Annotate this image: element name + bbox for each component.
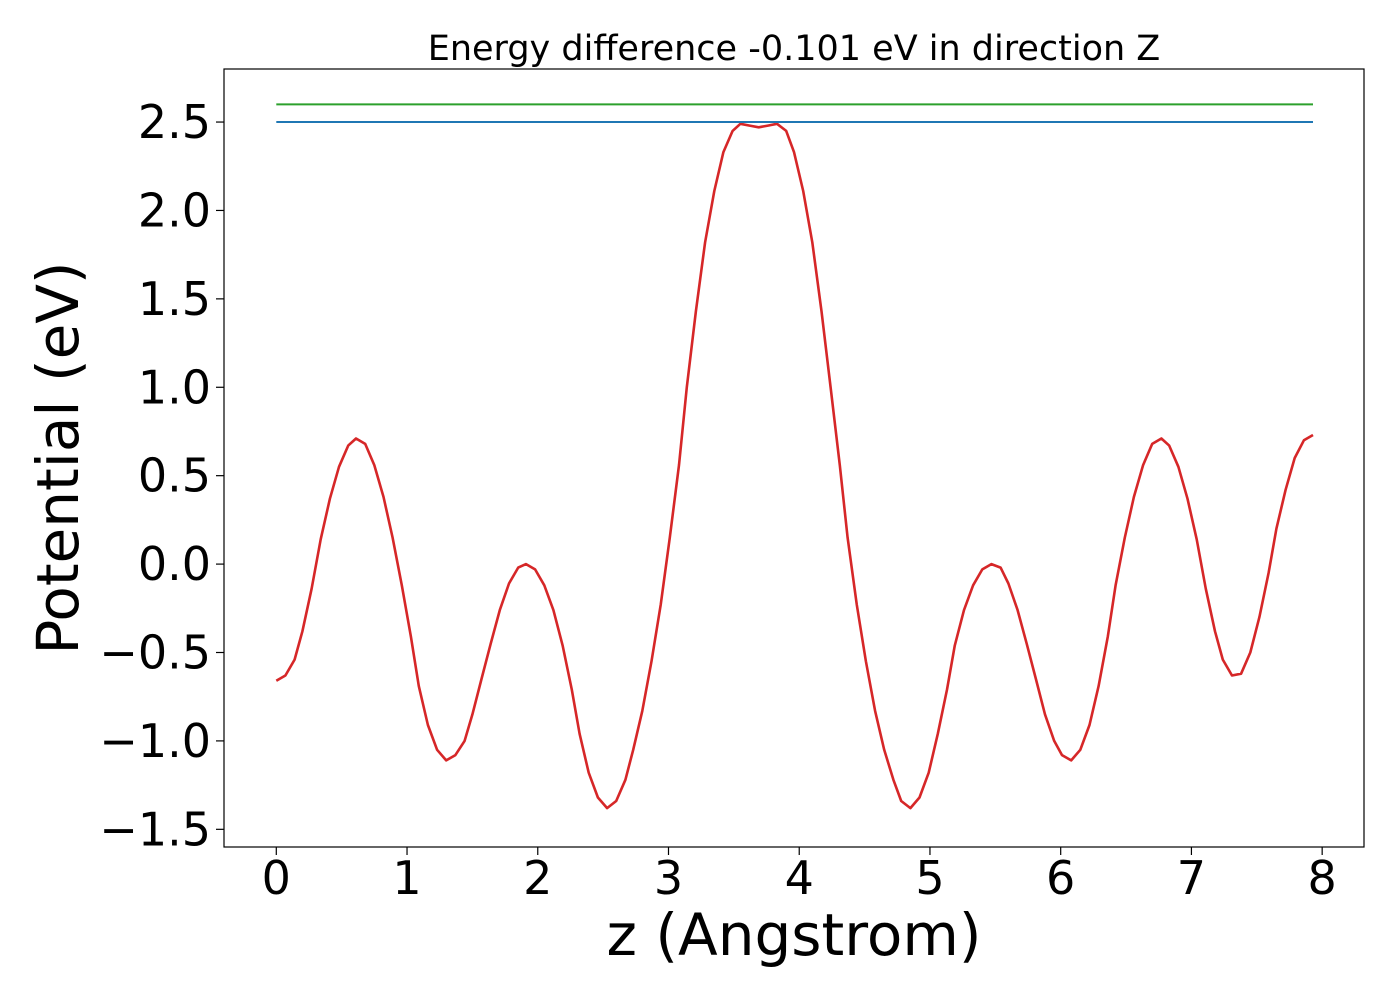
y-tick-label: −0.5 [99, 626, 211, 680]
y-tick-label: 2.0 [138, 183, 211, 237]
series-line-1 [275, 122, 1314, 810]
y-axis-label: Potential (eV) [24, 261, 92, 654]
y-axis: −1.5 −1.0 −0.5 0.0 0.5 1.0 1.5 2.0 2.5 [99, 95, 224, 856]
y-tick-label: 0.0 [138, 537, 211, 591]
x-tick-label: 0 [262, 851, 291, 905]
chart-title: Energy difference -0.101 eV in direction… [428, 29, 1161, 69]
y-tick-label: 1.0 [138, 360, 211, 414]
y-tick-label: −1.0 [99, 714, 211, 768]
x-tick-label: 5 [915, 851, 944, 905]
y-tick-label: 2.5 [138, 95, 211, 149]
x-tick-label: 6 [1046, 851, 1075, 905]
x-tick-label: 2 [523, 851, 552, 905]
x-tick-label: 3 [654, 851, 683, 905]
x-axis-label: z (Angstrom) [607, 901, 982, 969]
x-tick-label: 1 [392, 851, 421, 905]
x-tick-label: 8 [1308, 851, 1337, 905]
x-tick-label: 4 [785, 851, 814, 905]
x-tick-label: 7 [1177, 851, 1206, 905]
y-tick-label: −1.5 [99, 802, 211, 856]
plot-area [223, 68, 1365, 848]
y-tick-label: 1.5 [138, 272, 211, 326]
y-tick-label: 0.5 [138, 449, 211, 503]
plot-frame [223, 68, 1365, 848]
x-axis: 0 1 2 3 4 5 6 7 8 [262, 847, 1337, 905]
